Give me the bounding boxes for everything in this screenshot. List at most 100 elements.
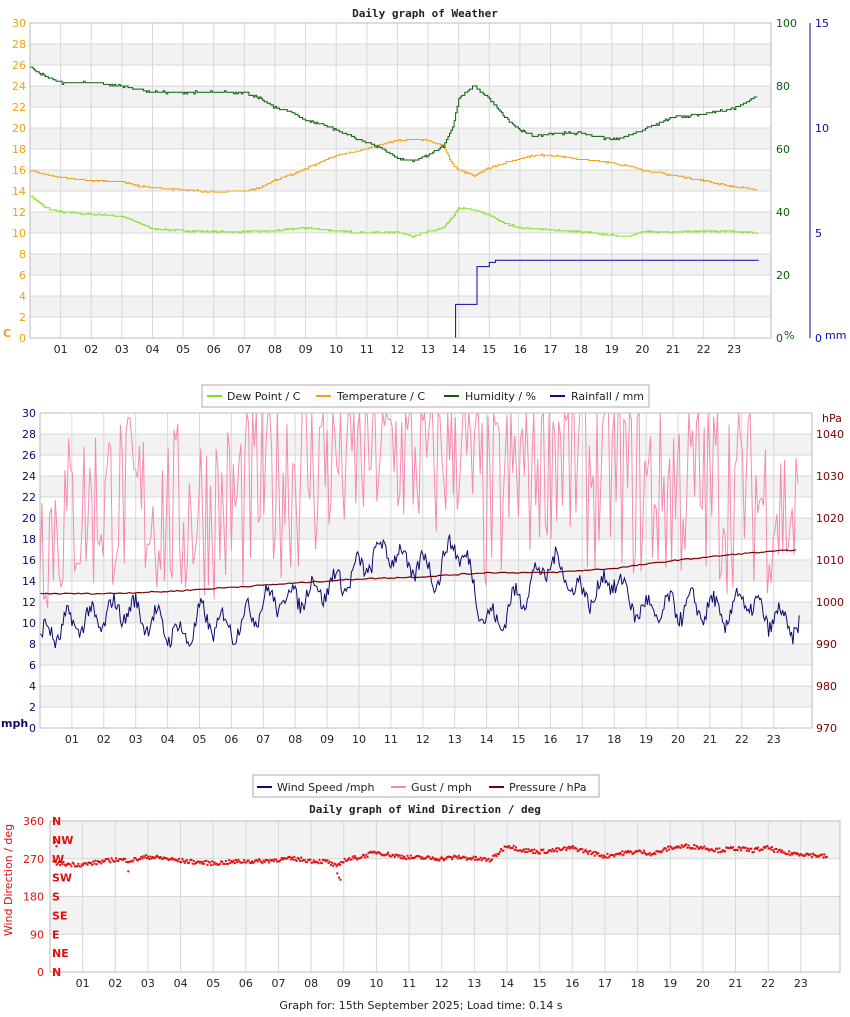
wind-direction-point (399, 857, 402, 859)
wind-direction-point (632, 852, 635, 855)
wind-direction-point (692, 847, 695, 850)
wind-direction-point (449, 856, 452, 858)
wind-direction-point (501, 849, 504, 852)
wind-direction-point (220, 860, 223, 863)
wind-direction-point (673, 846, 676, 849)
wind-direction-point (708, 849, 711, 852)
wind-direction-point (770, 846, 773, 849)
wind-direction-point (171, 857, 174, 859)
wind-direction-point (669, 845, 672, 848)
wind-direction-point (480, 859, 483, 862)
wind-direction-point (773, 850, 776, 853)
x-tick-label: 20 (635, 343, 649, 356)
wind-direction-point (164, 857, 167, 859)
wind-direction-point (629, 850, 632, 853)
wind-direction-point (355, 856, 357, 859)
wind-direction-point (585, 850, 588, 853)
wind-direction-point (752, 850, 755, 853)
wind-direction-point (806, 852, 809, 855)
y-tick-label: 16 (12, 164, 26, 177)
wind-direction-point (774, 848, 777, 850)
wind-direction-point (695, 845, 698, 847)
x-tick-label: 10 (369, 977, 383, 990)
wind-direction-point (738, 846, 741, 849)
wind-direction-point (221, 860, 224, 863)
wind-direction-point (127, 861, 130, 864)
y-tick-label: 6 (19, 269, 26, 282)
wind-direction-point (299, 859, 302, 862)
wind-direction-point (444, 857, 447, 860)
wind-direction-point (181, 858, 184, 860)
wind-direction-point (441, 858, 444, 860)
y-tick-label: 20 (22, 512, 36, 525)
wind-direction-point (373, 850, 376, 853)
wind-direction-point (408, 857, 411, 860)
wind-direction-point (717, 851, 720, 854)
wind-direction-point (133, 857, 136, 860)
wind-direction-point (799, 853, 802, 856)
wind-direction-point (245, 861, 248, 864)
wind-direction-point (294, 858, 297, 861)
wind-direction-point (124, 858, 127, 861)
wind-direction-point (163, 856, 166, 859)
wind-direction-point (376, 851, 379, 854)
wind-direction-point (395, 853, 397, 856)
wind-direction-point (702, 846, 705, 849)
wind-direction-point (243, 859, 246, 862)
wind-direction-point (368, 851, 371, 854)
weather-chart: Daily graph of Weather 01 02 03 04 05 06 07 08 0… (3, 7, 846, 408)
wind-direction-point (600, 854, 603, 857)
wind-direction-point (309, 858, 312, 861)
wind-direction-point (809, 853, 812, 856)
wind-direction-point (728, 847, 731, 850)
wind-direction-point (604, 856, 607, 859)
wind-direction-point (575, 847, 578, 850)
wind-direction-point (104, 858, 107, 860)
wind-direction-point (148, 857, 151, 860)
x-tick-label: 16 (543, 733, 557, 746)
weather-chart-plot-area (30, 22, 771, 339)
wind-direction-point (630, 850, 633, 853)
wind-speed-line (39, 534, 800, 649)
wind-direction-point (84, 862, 87, 865)
wind-direction-point (172, 858, 175, 861)
wind-direction-point (190, 858, 193, 861)
y-right-tick-label: 5 (815, 227, 822, 240)
wind-direction-point (147, 855, 150, 858)
x-tick-label: 14 (452, 343, 466, 356)
x-tick-label: 02 (97, 733, 111, 746)
wind-direction-point (685, 843, 688, 846)
wind-direction-point (235, 859, 238, 861)
wind-direction-point (276, 860, 279, 863)
wind-direction-point (567, 845, 570, 848)
grid-band (30, 170, 771, 191)
wind-direction-point (185, 859, 188, 862)
wind-direction-point (481, 857, 484, 860)
legend-dew-point: Dew Point / C (227, 390, 301, 403)
wind-direction-point (75, 865, 78, 868)
wind-direction-point (484, 857, 487, 860)
wind-direction-point (810, 856, 813, 859)
wind-direction-point (591, 852, 594, 855)
x-tick-label: 18 (631, 977, 645, 990)
y-tick-label: 24 (22, 470, 36, 483)
wind-direction-point (340, 861, 343, 863)
wind-direction-point (261, 862, 264, 865)
wind-direction-point (607, 856, 610, 859)
wind-direction-point (71, 861, 74, 864)
wind-direction-point (53, 860, 56, 863)
wind-direction-point (198, 861, 201, 864)
wind-direction-point (511, 847, 514, 849)
wind-direction-point (558, 848, 561, 851)
wind-direction-point (76, 865, 79, 867)
wind-direction-point (318, 858, 321, 861)
wind-direction-point (686, 846, 689, 849)
wind-direction-point (301, 859, 304, 862)
wind-direction-point (631, 852, 634, 855)
wind-direction-axis-label: Wind Direction / deg (2, 824, 15, 936)
wind-direction-point (285, 857, 288, 860)
wind-direction-point (510, 846, 513, 849)
wind-direction-point (195, 862, 198, 864)
wind-direction-point (781, 849, 784, 852)
wind-direction-point (366, 855, 369, 858)
